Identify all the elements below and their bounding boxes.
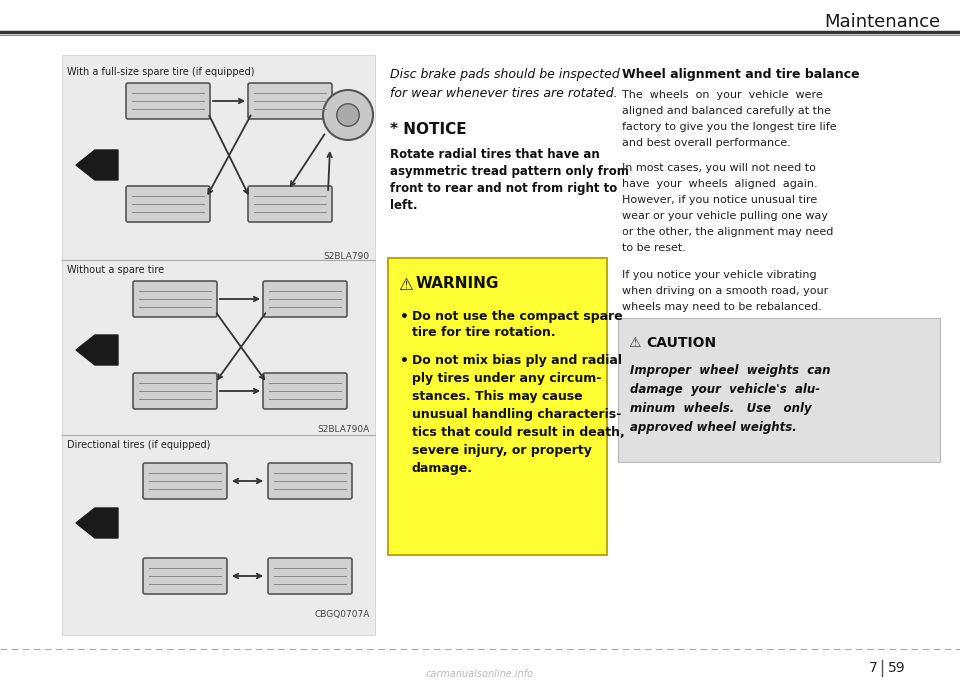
Text: S2BLA790: S2BLA790 — [324, 252, 370, 261]
FancyBboxPatch shape — [268, 558, 352, 594]
Text: approved wheel weights.: approved wheel weights. — [630, 421, 797, 434]
Text: •: • — [400, 354, 409, 368]
Text: wear or your vehicle pulling one way: wear or your vehicle pulling one way — [622, 211, 828, 221]
Bar — [618, 318, 940, 462]
Text: aligned and balanced carefully at the: aligned and balanced carefully at the — [622, 106, 831, 116]
FancyArrow shape — [76, 150, 118, 180]
Text: to be reset.: to be reset. — [622, 243, 685, 253]
Text: However, if you notice unusual tire: However, if you notice unusual tire — [622, 195, 817, 205]
Text: wheels may need to be rebalanced.: wheels may need to be rebalanced. — [622, 302, 822, 312]
Text: have  your  wheels  aligned  again.: have your wheels aligned again. — [622, 179, 818, 189]
Text: stances. This may cause: stances. This may cause — [412, 390, 583, 403]
Text: factory to give you the longest tire life: factory to give you the longest tire lif… — [622, 122, 836, 132]
Text: tire for tire rotation.: tire for tire rotation. — [412, 326, 556, 339]
FancyBboxPatch shape — [268, 463, 352, 499]
Text: asymmetric tread pattern only from: asymmetric tread pattern only from — [390, 165, 629, 178]
Bar — [388, 258, 607, 555]
Circle shape — [337, 104, 359, 126]
Text: The  wheels  on  your  vehicle  were: The wheels on your vehicle were — [622, 90, 823, 100]
Text: when driving on a smooth road, your: when driving on a smooth road, your — [622, 286, 828, 296]
Text: ⚠: ⚠ — [398, 276, 413, 294]
FancyBboxPatch shape — [143, 463, 227, 499]
Text: ply tires under any circum-: ply tires under any circum- — [412, 372, 601, 385]
Text: damage  your  vehicle's  alu-: damage your vehicle's alu- — [630, 383, 820, 396]
FancyBboxPatch shape — [133, 281, 217, 317]
FancyBboxPatch shape — [263, 281, 347, 317]
Text: Improper  wheel  weights  can: Improper wheel weights can — [630, 364, 830, 377]
Text: Rotate radial tires that have an: Rotate radial tires that have an — [390, 148, 600, 161]
FancyBboxPatch shape — [263, 373, 347, 409]
Text: WARNING: WARNING — [416, 276, 499, 291]
Text: •: • — [400, 310, 409, 324]
Text: 7: 7 — [869, 661, 878, 675]
Text: ⚠: ⚠ — [628, 336, 640, 350]
Text: severe injury, or property: severe injury, or property — [412, 444, 592, 457]
Text: Do not mix bias ply and radial: Do not mix bias ply and radial — [412, 354, 622, 367]
Text: minum  wheels.   Use   only: minum wheels. Use only — [630, 402, 811, 415]
Circle shape — [323, 90, 373, 140]
Bar — [62, 55, 375, 635]
FancyBboxPatch shape — [248, 186, 332, 222]
Text: In most cases, you will not need to: In most cases, you will not need to — [622, 163, 816, 173]
FancyBboxPatch shape — [143, 558, 227, 594]
Text: unusual handling characteris-: unusual handling characteris- — [412, 408, 621, 421]
Text: carmanualsonline.info: carmanualsonline.info — [426, 669, 534, 679]
Text: front to rear and not from right to: front to rear and not from right to — [390, 182, 617, 195]
FancyBboxPatch shape — [248, 83, 332, 119]
Text: for wear whenever tires are rotated.: for wear whenever tires are rotated. — [390, 87, 617, 100]
Text: Do not use the compact spare: Do not use the compact spare — [412, 310, 623, 323]
Text: left.: left. — [390, 199, 418, 212]
Text: CAUTION: CAUTION — [646, 336, 716, 350]
Text: Directional tires (if equipped): Directional tires (if equipped) — [67, 440, 210, 450]
Text: Disc brake pads should be inspected: Disc brake pads should be inspected — [390, 68, 620, 81]
Text: and best overall performance.: and best overall performance. — [622, 138, 791, 148]
Text: Maintenance: Maintenance — [824, 13, 940, 31]
FancyBboxPatch shape — [133, 373, 217, 409]
FancyArrow shape — [76, 335, 118, 365]
Text: S2BLA790A: S2BLA790A — [318, 425, 370, 434]
FancyArrow shape — [76, 508, 118, 538]
Text: 59: 59 — [888, 661, 905, 675]
FancyBboxPatch shape — [126, 186, 210, 222]
Text: Without a spare tire: Without a spare tire — [67, 265, 164, 275]
Text: Wheel alignment and tire balance: Wheel alignment and tire balance — [622, 68, 859, 81]
Text: or the other, the alignment may need: or the other, the alignment may need — [622, 227, 833, 237]
FancyBboxPatch shape — [126, 83, 210, 119]
Text: damage.: damage. — [412, 462, 473, 475]
Text: If you notice your vehicle vibrating: If you notice your vehicle vibrating — [622, 270, 817, 280]
Text: With a full-size spare tire (if equipped): With a full-size spare tire (if equipped… — [67, 67, 254, 77]
Text: tics that could result in death,: tics that could result in death, — [412, 426, 625, 439]
Text: CBGQ0707A: CBGQ0707A — [315, 610, 370, 619]
Text: * NOTICE: * NOTICE — [390, 122, 467, 137]
